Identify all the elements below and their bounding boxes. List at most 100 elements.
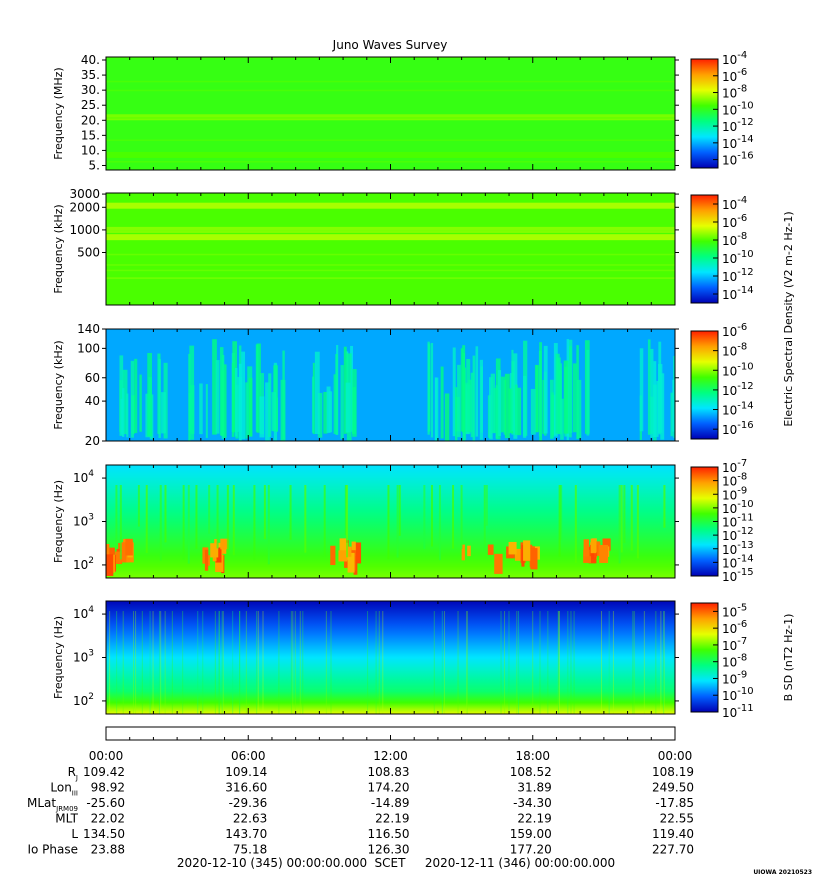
ephemeris-value: 108.19 <box>652 765 694 779</box>
x-tick-label: 12:00 <box>373 749 408 763</box>
colorbar-tick-label: 10-15 <box>722 567 754 584</box>
ephemeris-value: 109.14 <box>225 765 267 779</box>
spectrogram-image-3 <box>106 329 675 441</box>
ephemeris-value: 22.02 <box>91 812 125 826</box>
ephemeris-value: 174.20 <box>368 781 410 795</box>
y-tick-label: 25. <box>81 98 100 112</box>
colorbar-label: Electric Spectral Density (V2 m-2 Hz-1) <box>782 211 795 426</box>
ephemeris-value: 116.50 <box>368 827 410 841</box>
ephemeris-value: 23.88 <box>91 843 125 857</box>
ephemeris-value: -25.60 <box>86 796 125 810</box>
panel-1: 40.35.30.25.20.15.10.5. Frequency (MHz) 10… <box>52 50 754 172</box>
y-tick-label: 30. <box>81 83 100 97</box>
colorbar-tick-label: 10-5 <box>722 602 747 619</box>
ephemeris-value: 119.40 <box>652 827 694 841</box>
ephemeris-value: 108.52 <box>510 765 552 779</box>
colorbar-tick-label: 10-6 <box>722 213 747 230</box>
colorbar-label: B SD (nT2 Hz-1) <box>782 614 795 702</box>
y-tick-label: 40 <box>85 394 100 408</box>
y-axis-label: Frequency (Hz) <box>52 480 65 563</box>
footer-end-time: 2020-12-11 (346) 00:00:00.000 <box>425 856 615 870</box>
ephemeris-value: 134.50 <box>83 827 125 841</box>
spectrogram-image-5 <box>106 601 675 714</box>
ephemeris-value: -34.30 <box>513 796 552 810</box>
colorbar-tick-label: 10-8 <box>722 84 747 101</box>
y-tick-label: 500 <box>77 246 100 260</box>
ephemeris-value: 143.70 <box>225 827 267 841</box>
ephemeris-value: 126.30 <box>368 843 410 857</box>
colorbar-tick-label: 10-6 <box>722 322 747 339</box>
footer-start-time: 2020-12-10 (345) 00:00:00.000 <box>177 856 367 870</box>
y-tick-label: 10. <box>81 143 100 157</box>
y-axis-label: Frequency (kHz) <box>52 204 65 293</box>
emission-band <box>106 202 675 209</box>
ephemeris-row-label: LonIII <box>50 781 78 798</box>
x-tick-label: 00:00 <box>658 749 693 763</box>
spectrogram-image-1 <box>106 57 675 170</box>
ephemeris-value: 22.55 <box>660 812 694 826</box>
colorbar-tick-label: 10-12 <box>722 267 754 284</box>
colorbar-tick-label: 10-12 <box>722 381 754 398</box>
colorbar-tick-label: 10-10 <box>722 100 754 117</box>
y-tick-label: 35. <box>81 68 100 82</box>
y-tick-label: 60 <box>85 371 100 385</box>
y-tick-label: 40. <box>81 53 100 67</box>
spectrogram-image-4 <box>106 465 675 578</box>
colorbar-tick-label: 10-14 <box>722 401 754 418</box>
ephemeris-value: 316.60 <box>225 781 267 795</box>
colorbar-tick-label: 10-14 <box>722 285 754 302</box>
footer-stamp: UIOWA 20210523 <box>753 869 812 876</box>
y-axis-label: Frequency (MHz) <box>52 67 65 159</box>
colorbar <box>690 58 719 169</box>
y-tick-label: 3000 <box>69 187 100 201</box>
y-tick-label: 104 <box>73 469 94 485</box>
y-tick-label: 103 <box>73 513 94 529</box>
spectrogram-image-2 <box>106 193 675 305</box>
footer-scet-label: SCET <box>375 856 407 870</box>
ephemeris-value: -14.89 <box>371 796 410 810</box>
ephemeris-table: RJ 109.42 109.14 108.83 108.52 108.19 LonIII 98… <box>27 765 694 857</box>
colorbar-tick-label: 10-6 <box>722 67 747 84</box>
ephemeris-value: 22.63 <box>233 812 267 826</box>
colorbar-tick-label: 10-16 <box>722 420 754 437</box>
emission-band <box>106 234 675 241</box>
ephemeris-row-label: RJ <box>68 765 78 782</box>
y-axis-label: Frequency (Hz) <box>52 616 65 699</box>
colorbar <box>690 602 719 713</box>
ephemeris-value: 75.18 <box>233 843 267 857</box>
ephemeris-value: 108.83 <box>368 765 410 779</box>
ephemeris-value: 249.50 <box>652 781 694 795</box>
ephemeris-value: 98.92 <box>91 781 125 795</box>
colorbar-tick-label: 10-10 <box>722 249 754 266</box>
ephemeris-row-label: Io Phase <box>27 843 78 857</box>
ephemeris-row-label: L <box>71 827 78 841</box>
emission-band <box>106 151 675 158</box>
y-tick-label: 20. <box>81 113 100 127</box>
colorbar-tick-label: 10-11 <box>722 703 754 720</box>
colorbar-tick-label: 10-6 <box>722 619 747 636</box>
y-tick-label: 102 <box>73 692 94 708</box>
colorbar-tick-label: 10-10 <box>722 361 754 378</box>
y-axis-label: Frequency (kHz) <box>52 340 65 429</box>
colorbar <box>690 330 719 440</box>
x-tick-label: 06:00 <box>231 749 266 763</box>
colorbar-tick-label: 10-12 <box>722 117 754 134</box>
spectrogram-panels: 40.35.30.25.20.15.10.5. Frequency (MHz) 10… <box>52 50 795 720</box>
y-tick-label: 103 <box>73 649 94 665</box>
colorbar-tick-label: 10-9 <box>722 669 747 686</box>
ephemeris-row-label: MLatJRM09 <box>27 796 78 813</box>
y-tick-label: 102 <box>73 556 94 572</box>
ephemeris-value: 159.00 <box>510 827 552 841</box>
colorbar-tick-label: 10-10 <box>722 686 754 703</box>
y-tick-label: 15. <box>81 128 100 142</box>
colorbar-tick-label: 10-7 <box>722 636 747 653</box>
colorbar-tick-label: 10-14 <box>722 134 754 151</box>
ephemeris-value: -17.85 <box>655 796 694 810</box>
colorbar-tick-label: 10-8 <box>722 231 747 248</box>
chart-title: Juno Waves Survey <box>332 38 448 52</box>
ephemeris-row-label: MLT <box>55 812 78 826</box>
colorbar <box>690 194 719 304</box>
